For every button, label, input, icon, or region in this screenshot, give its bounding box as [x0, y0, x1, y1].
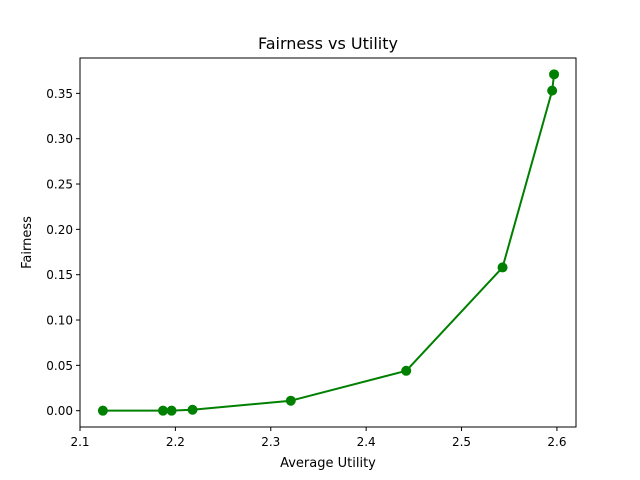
data-point	[187, 404, 198, 415]
y-tick-label: 0.20	[46, 223, 73, 237]
chart-title: Fairness vs Utility	[258, 34, 398, 53]
x-tick-label: 2.6	[547, 435, 566, 449]
data-point	[97, 405, 108, 416]
data-point	[157, 405, 168, 416]
data-point	[549, 69, 560, 80]
y-tick-label: 0.10	[46, 314, 73, 328]
data-point	[166, 405, 177, 416]
y-axis-ticks: 0.00 0.05 0.10 0.15 0.20 0.25 0.30 0.35	[46, 87, 80, 418]
data-point	[401, 365, 412, 376]
y-tick-label: 0.05	[46, 359, 73, 373]
data-point	[497, 262, 508, 273]
x-tick-label: 2.3	[261, 435, 280, 449]
y-tick-label: 0.25	[46, 178, 73, 192]
x-tick-label: 2.1	[70, 435, 89, 449]
plot-frame	[79, 57, 577, 428]
x-tick-label: 2.2	[166, 435, 185, 449]
y-tick-label: 0.15	[46, 268, 73, 282]
data-point	[547, 85, 558, 96]
data-point	[285, 395, 296, 406]
x-tick-label: 2.5	[452, 435, 471, 449]
y-tick-label: 0.30	[46, 132, 73, 146]
series-layer	[97, 69, 560, 416]
y-tick-label: 0.35	[46, 87, 73, 101]
x-axis-ticks: 2.1 2.2 2.3 2.4 2.5 2.6	[70, 427, 566, 449]
x-tick-label: 2.4	[357, 435, 376, 449]
y-tick-label: 0.00	[46, 404, 73, 418]
y-axis-label: Fairness	[20, 216, 35, 269]
x-axis-label: Average Utility	[280, 456, 376, 471]
